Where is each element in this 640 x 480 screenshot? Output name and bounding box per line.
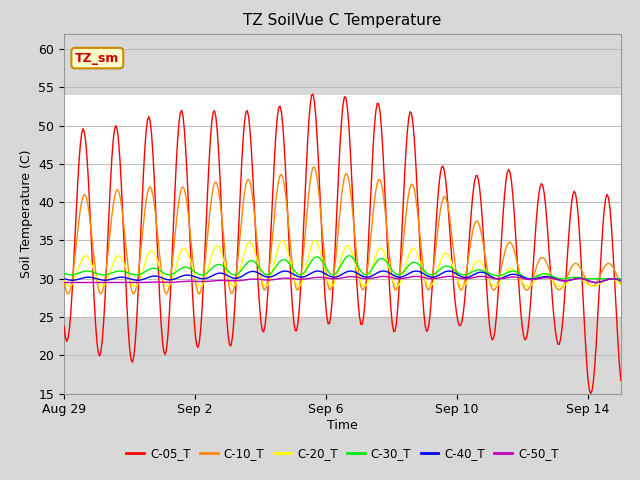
X-axis label: Time: Time	[327, 419, 358, 432]
Legend: C-05_T, C-10_T, C-20_T, C-30_T, C-40_T, C-50_T: C-05_T, C-10_T, C-20_T, C-30_T, C-40_T, …	[122, 443, 563, 465]
Y-axis label: Soil Temperature (C): Soil Temperature (C)	[20, 149, 33, 278]
Text: TZ_sm: TZ_sm	[75, 51, 120, 65]
Bar	[64, 95, 621, 317]
Title: TZ SoilVue C Temperature: TZ SoilVue C Temperature	[243, 13, 442, 28]
